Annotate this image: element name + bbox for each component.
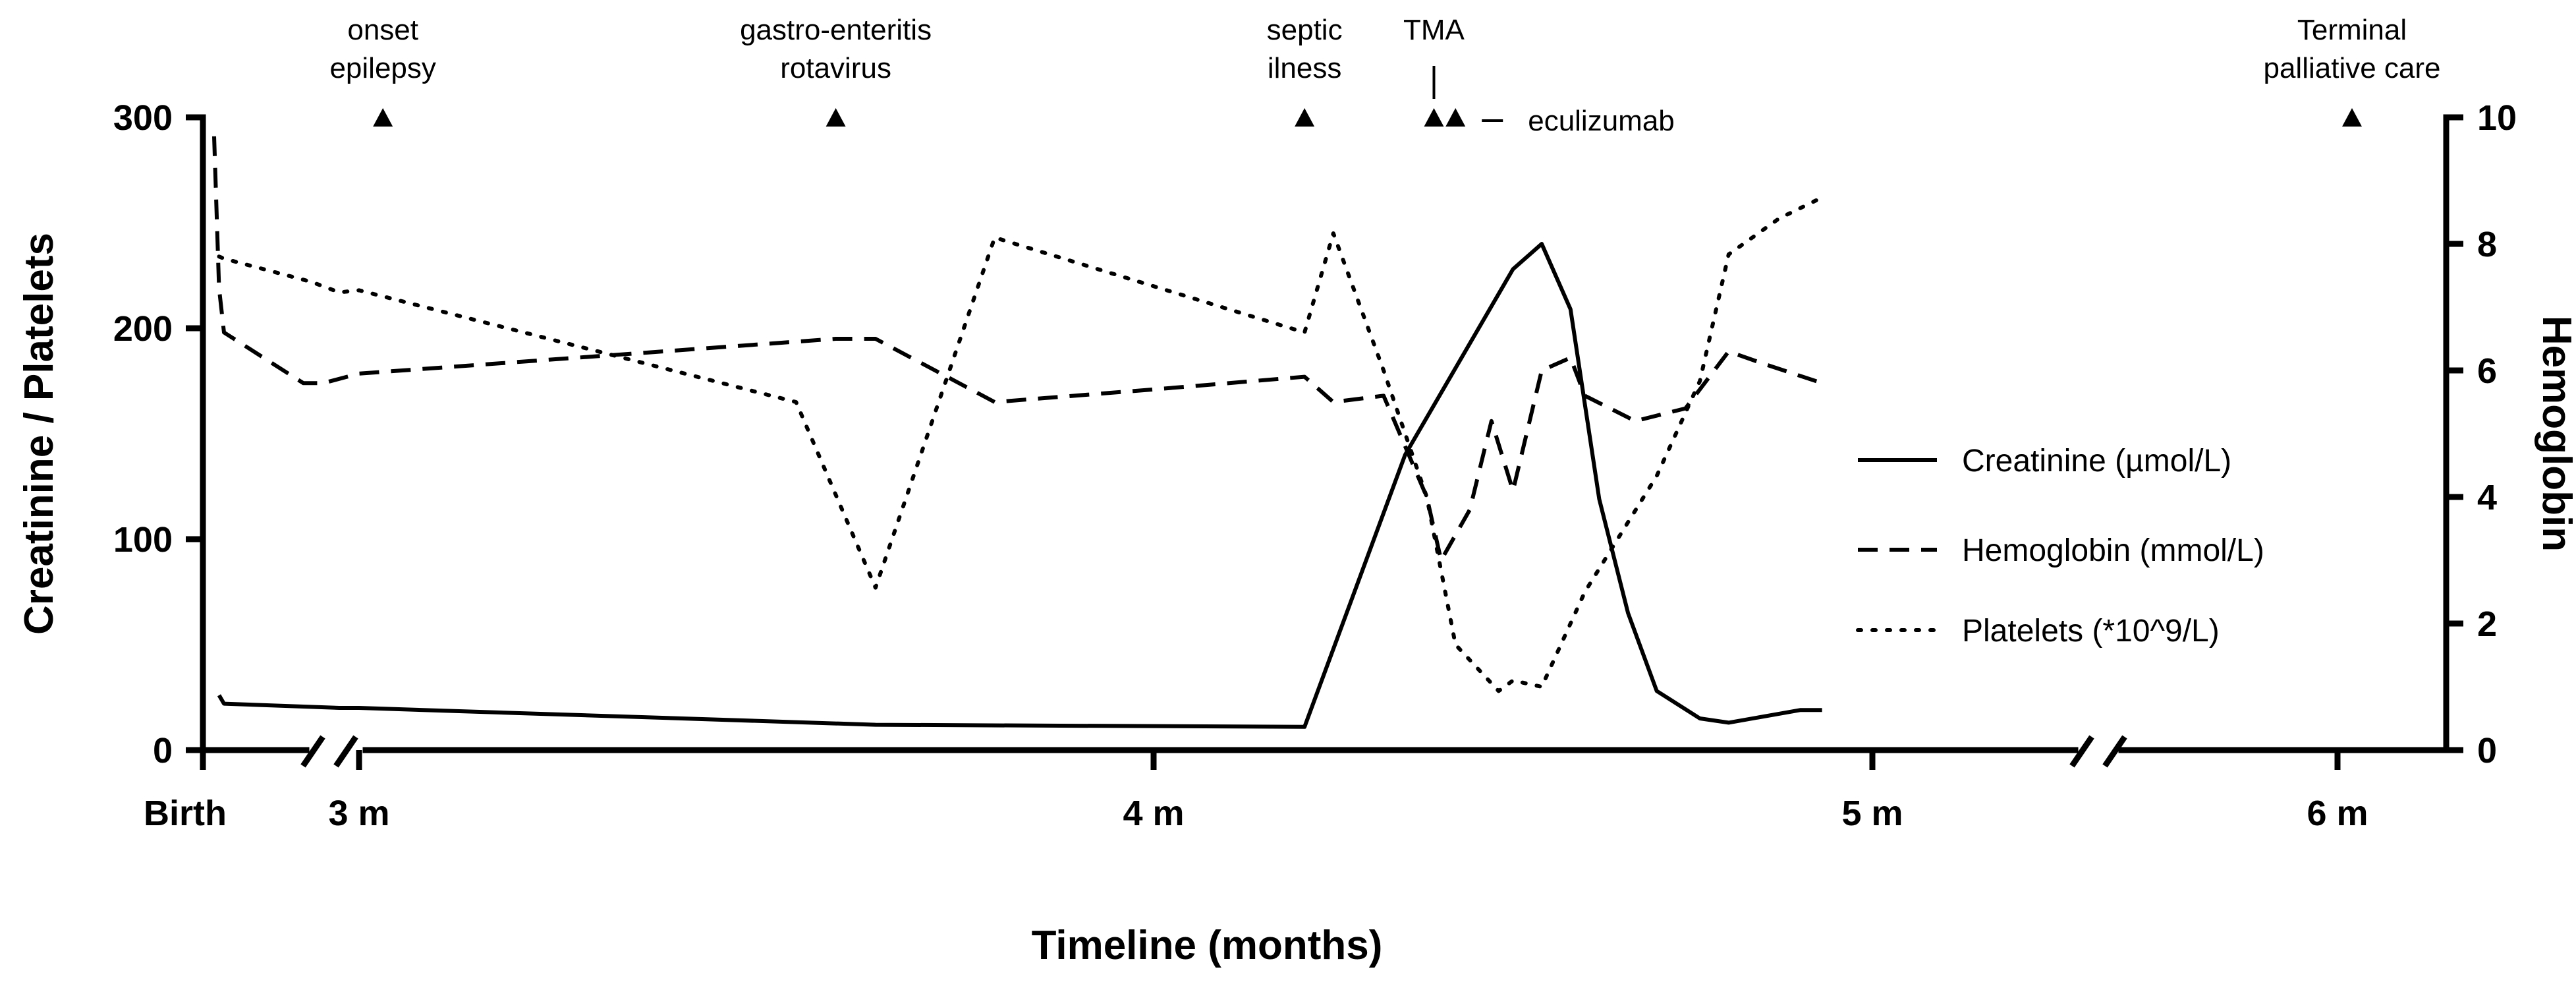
x-tick-label: 5 m [1841,794,1903,833]
right-tick-label: 2 [2477,604,2497,644]
x-tick-label: 3 m [328,794,389,833]
event-label: Terminal [2297,14,2407,46]
series-line-1 [217,242,1822,729]
x-axis [200,735,2450,768]
axis-break-mark [300,735,325,768]
right-tick-label: 4 [2477,478,2497,517]
axis-break-mark [333,735,358,768]
right-axis-ticks: 0 2 4 6 8 10 [2446,98,2517,771]
legend-label: Hemoglobin (mmol/L) [1962,533,2264,568]
axes: 0 100 200 300 0 2 4 6 8 10 Birth 3 m 4 m 5 m 6 m [113,98,2517,833]
right-tick-label: 6 [2477,351,2497,391]
axis-break-mark [2069,735,2094,768]
x-tick-label: 4 m [1123,794,1184,833]
left-tick-label: 300 [113,98,173,138]
event-marker [1295,108,1315,127]
event-label: epilepsy [329,52,435,84]
event-marker [1424,108,1444,127]
left-axis-ticks: 0 100 200 300 [113,98,203,771]
event-annotations: onset epilepsy gastro-enteritis rotavirus se… [329,14,2440,137]
x-tick-label: 6 m [2307,794,2368,833]
event-marker [1445,108,1466,127]
event-label: gastro-enteritis [740,14,932,46]
left-axis-title: Creatinine / Platelets [16,233,62,635]
axis-break-mark [2102,735,2127,768]
series-line-2 [212,136,1823,562]
event-label: onset [347,14,418,46]
left-tick-label: 200 [113,309,173,349]
event-label: septic [1267,14,1343,46]
event-label: TMA [1403,14,1465,46]
right-tick-label: 8 [2477,225,2497,264]
event-label: palliative care [2263,52,2440,84]
left-tick-label: 0 [153,731,173,771]
plot-area [212,136,1824,729]
series-line-3 [217,195,1824,693]
legend: Creatinine (µmol/L) Hemoglobin (mmol/L) Pl… [1856,444,2264,649]
legend-label: Platelets (*10^9/L) [1962,614,2220,649]
event-label: rotavirus [780,52,891,84]
legend-label: Creatinine (µmol/L) [1962,444,2231,479]
x-axis-title: Timeline (months) [1032,923,1383,968]
right-tick-label: 10 [2477,98,2517,138]
event-marker [826,108,846,127]
event-marker [373,108,393,127]
x-tick-label: Birth [144,794,227,833]
event-side-label: eculizumab [1528,105,1675,137]
x-axis-ticks: Birth 3 m 4 m 5 m 6 m [144,750,2368,833]
left-tick-label: 100 [113,520,173,560]
event-marker [2342,108,2362,127]
right-tick-label: 0 [2477,731,2497,771]
event-label: ilness [1268,52,1342,84]
right-axis-title: Hemoglobin [2534,316,2576,552]
